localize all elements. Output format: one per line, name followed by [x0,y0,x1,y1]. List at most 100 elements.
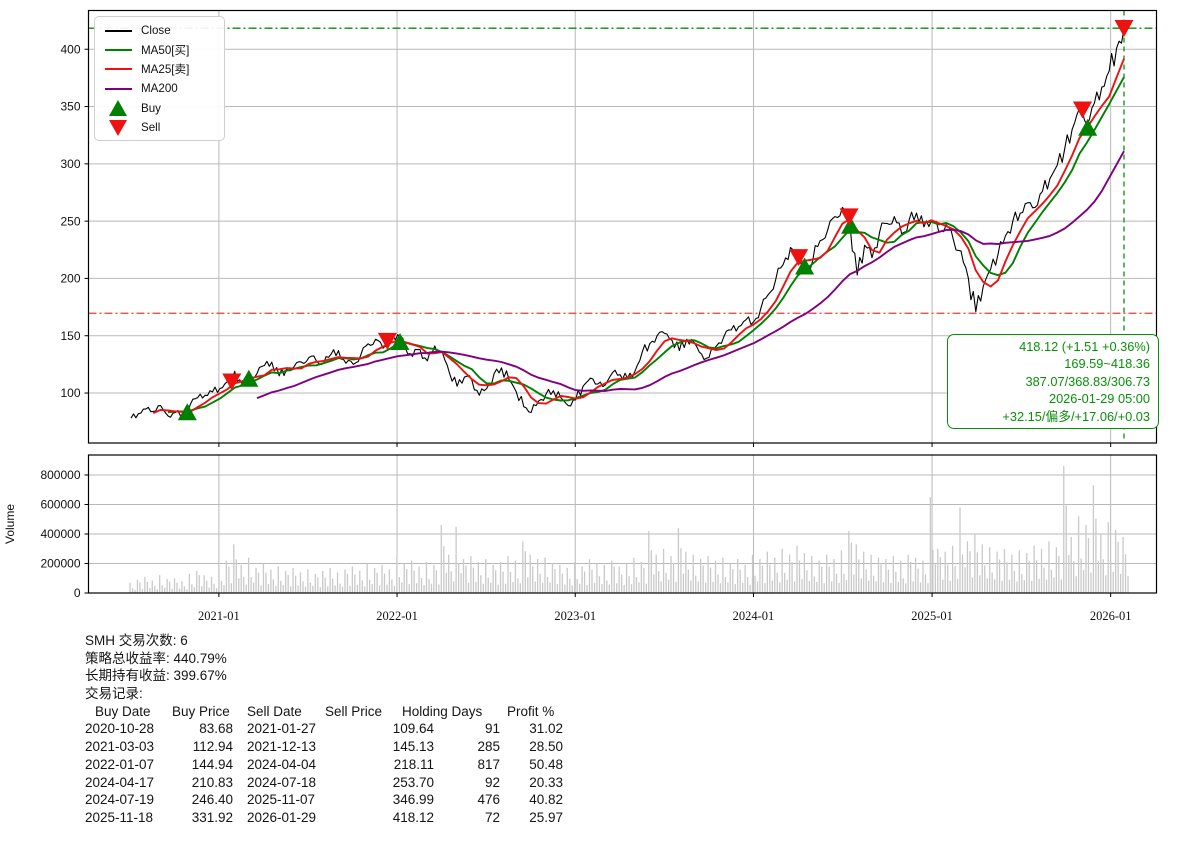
ma-line-6 [167,76,1125,414]
table-cell: 2025-11-18 [85,809,154,825]
buy-marker [390,333,410,351]
volume-axis-label: Volume [3,504,17,544]
table-cell: 92 [484,774,500,790]
legend-label: Sell [141,121,161,135]
legend-item-sell[interactable]: Sell [102,118,218,137]
volume-ytick-label: 0 [74,586,81,600]
price-ytick-label: 300 [60,157,80,171]
table-cell: 2025-11-07 [247,792,316,808]
table-cell: 144.94 [191,756,233,772]
quote-annotation-box: 418.12 (+1.51 +0.36%) 169.59~418.36 387.07… [947,334,1159,430]
legend-item-ma200[interactable]: MA200 [102,79,218,98]
table-row: 2024-04-17 210.83 2024-07-18 253.70 92 20.33 [85,774,645,792]
buy-marker [841,216,861,234]
table-row: 2021-03-03 112.94 2021-12-13 145.13 285 28.50 [85,738,645,756]
legend-line-swatch [104,68,132,71]
buy-marker-icon [109,100,127,117]
strategy-summary: SMH 交易次数: 6 策略总收益率: 440.79% 长期持有收益: 399.… [85,632,645,827]
table-cell: 50.48 [529,756,563,772]
gridlines [88,10,1157,593]
sell-marker-icon [109,119,127,136]
annotation-line: 387.07/368.83/306.73 [1025,373,1150,389]
table-cell: 109.64 [392,721,434,737]
table-cell: 218.11 [393,756,434,772]
ma-line-18 [256,150,1125,399]
price-ytick-label: 400 [60,42,80,56]
volume-ytick-label: 400000 [40,527,80,541]
sell-marker [222,373,242,391]
annotation-line: 169.59~418.36 [1064,356,1150,372]
table-cell: 476 [477,792,500,808]
price-volume-chart: 100 150 200 250 300 350 400 0 200000 400000 600000… [3,9,1158,623]
table-cell: 2024-04-17 [85,774,155,790]
table-cell: 285 [477,739,500,755]
buy-marker [239,369,259,387]
buy-and-hold-return: 长期持有收益: 399.67% [85,668,227,684]
table-cell: 346.99 [392,792,434,808]
table-cell: 28.50 [529,739,563,755]
table-row: 2025-11-18 331.92 2026-01-29 418.12 72 25.97 [85,809,645,827]
legend-label: Buy [141,101,161,115]
volume-ytick-label: 200000 [40,557,80,571]
table-cell: 91 [484,721,500,737]
trade-log-title: 交易记录: [85,686,143,702]
legend-item-buy[interactable]: Buy [102,99,218,118]
trades-col-header: Buy Date [95,703,151,719]
xtick-label: 2021-01 [198,609,240,623]
price-ytick-label: 350 [60,100,80,114]
table-cell: 72 [484,809,500,825]
sell-marker [839,208,859,226]
axes: 100 150 200 250 300 350 400 0 200000 400000 600000… [3,9,1158,623]
xtick-label: 2024-01 [733,609,775,623]
sell-marker [377,332,397,350]
sell-marker [1073,101,1093,119]
legend-line-swatch [104,49,132,52]
strategy-total-return: 策略总收益率: 440.79% [85,650,227,666]
price-ytick-label: 200 [60,272,80,286]
table-row: 2020-10-28 83.68 2021-01-27 109.64 91 31.02 [85,720,645,738]
table-cell: 253.70 [392,774,434,790]
xtick-label: 2023-01 [554,609,596,623]
buy-marker [795,257,815,275]
table-cell: 145.13 [392,739,434,755]
trades-col-header: Sell Date [247,703,302,719]
volume-ytick-label: 800000 [40,468,80,482]
annotation-line: 2026-01-29 05:00 [1048,391,1150,407]
xtick-label: 2025-01 [911,609,953,623]
ma-line-4 [152,58,1125,414]
volume-bars [129,466,1129,593]
volume-ytick-label: 600000 [40,498,80,512]
xtick-label: 2026-01 [1090,609,1132,623]
table-row: 2022-01-07 144.94 2024-04-04 218.11 817 50.48 [85,756,645,774]
table-cell: 2024-07-18 [247,774,317,790]
table-row: 2024-07-19 246.40 2025-11-07 346.99 476 40.82 [85,791,645,809]
trades-col-header: Sell Price [325,703,383,719]
table-cell: 2020-10-28 [85,721,155,737]
price-ytick-label: 100 [60,386,80,400]
legend-item-ma25[interactable]: MA25[卖] [102,60,218,79]
table-cell: 331.92 [191,809,233,825]
table-cell: 2021-01-27 [247,721,317,737]
table-cell: 20.33 [529,774,563,790]
legend-item-ma50[interactable]: MA50[买] [102,40,218,59]
trades-table-body: 2020-10-28 83.68 2021-01-27 109.64 91 31.02 20… [85,720,645,826]
table-cell: 210.83 [191,774,233,790]
table-cell: 2021-03-03 [85,739,155,755]
legend-line-swatch [104,87,132,90]
legend-label: Close [141,24,171,38]
sell-marker [1114,19,1134,37]
price-ytick-label: 250 [60,214,80,228]
price-ytick-label: 150 [60,329,80,343]
table-cell: 2021-12-13 [247,739,317,755]
trade-markers [177,19,1134,421]
table-cell: 2024-07-19 [85,792,155,808]
legend-item-close[interactable]: Close [102,21,218,40]
table-cell: 246.40 [191,792,233,808]
trades-table-header: Buy Date Buy Price Sell Date Sell Price Hold… [85,703,645,721]
chart-legend: Close MA50[买] MA25[卖] MA200 Buy Sell [94,16,225,142]
table-cell: 112.94 [192,739,233,755]
table-cell: 2024-04-04 [247,756,317,772]
table-cell: 418.12 [392,809,434,825]
annotation-line: 418.12 (+1.51 +0.36%) [1019,339,1150,354]
